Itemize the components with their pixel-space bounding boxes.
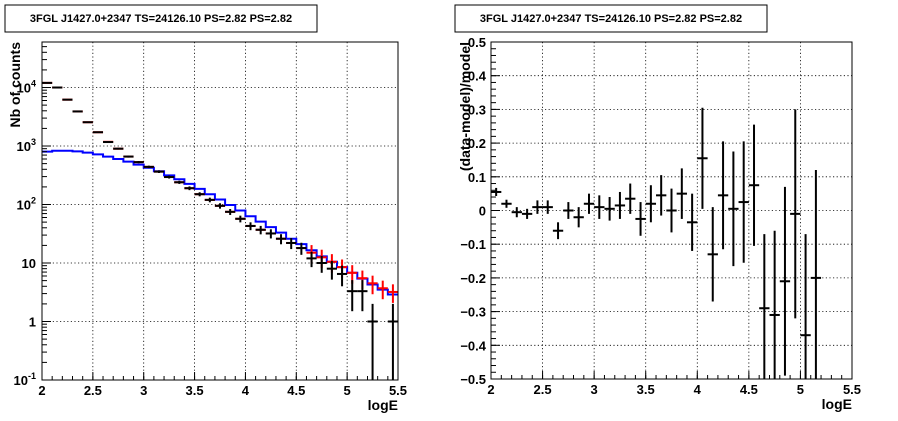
- right-x-tick-label: 3: [591, 382, 598, 397]
- left-x-axis-label: logE: [368, 397, 398, 413]
- left-y-tick-label: 10: [22, 256, 36, 271]
- left-grid: [42, 42, 398, 380]
- left-x-tick-label: 3.5: [186, 383, 204, 398]
- left-y-tick-label: 103: [17, 137, 36, 154]
- right-x-tick-label: 5: [797, 382, 804, 397]
- left-x-tick-label: 2: [38, 383, 45, 398]
- right-y-tick-label: 0.2: [468, 136, 486, 151]
- right-title-box: [454, 4, 768, 33]
- left-axis-ticks: 2 2.5 3 3.5 4 4.5 5 5.5 10-1 1 10 102 103 104: [14, 41, 407, 398]
- right-x-tick-label: 5.5: [843, 382, 861, 397]
- left-panel: 3FGL J1427.0+2347 TS=24126.10 PS=2.82 PS…: [4, 4, 407, 413]
- left-title-box: [4, 4, 318, 33]
- right-x-tick-label: 2: [487, 382, 494, 397]
- right-panel: 3FGL J1427.0+2347 TS=24126.10 PS=2.82 PS…: [454, 4, 861, 412]
- right-axis-ticks: 2 2.5 3 3.5 4 4.5 5 5.5 −0.5 −0.4 −0.3 −0.2 −0.1 0 0.1…: [460, 35, 861, 397]
- right-y-tick-label: 0: [479, 204, 486, 219]
- right-y-tick-label: −0.4: [460, 338, 486, 353]
- left-plot-frame: [41, 41, 399, 381]
- right-x-tick-label: 2.5: [534, 382, 552, 397]
- left-x-tick-label: 2.5: [84, 383, 102, 398]
- right-x-axis-label: logE: [822, 396, 852, 412]
- left-y-tick-label: 102: [17, 196, 36, 213]
- right-y-tick-label: −0.1: [460, 237, 486, 252]
- left-y-tick-label: 1: [29, 315, 36, 330]
- right-chart-title: 3FGL J1427.0+2347 TS=24126.10 PS=2.82 PS…: [480, 13, 742, 25]
- right-x-tick-label: 4: [694, 382, 702, 397]
- right-y-tick-label: 0.1: [468, 170, 486, 185]
- right-x-tick-label: 4.5: [740, 382, 758, 397]
- blue-model-step-line: [42, 149, 398, 296]
- left-x-tick-label: 5.5: [389, 383, 407, 398]
- right-data-marks: [491, 107, 822, 379]
- right-y-tick-label: 0.3: [468, 102, 486, 117]
- right-y-tick-label: −0.2: [460, 271, 486, 286]
- right-y-tick-label: 0.5: [468, 35, 486, 50]
- left-y-tick-label: 10-1: [14, 371, 36, 388]
- left-x-tick-label: 4.5: [287, 383, 305, 398]
- left-y-axis-label: Nb of counts: [7, 42, 23, 128]
- right-y-tick-label: 0.4: [468, 69, 487, 84]
- left-y-tick-label: 104: [17, 79, 36, 96]
- left-x-tick-label: 4: [242, 383, 250, 398]
- left-x-tick-label: 3: [140, 383, 147, 398]
- right-y-axis-label: (data-model)/model: [457, 42, 473, 171]
- right-y-tick-label: −0.5: [460, 372, 486, 387]
- right-y-tick-label: −0.3: [460, 305, 486, 320]
- left-chart-title: 3FGL J1427.0+2347 TS=24126.10 PS=2.82 PS…: [30, 13, 292, 25]
- left-x-tick-label: 5: [344, 383, 351, 398]
- left-data-marks: [42, 81, 398, 380]
- right-x-tick-label: 3.5: [637, 382, 655, 397]
